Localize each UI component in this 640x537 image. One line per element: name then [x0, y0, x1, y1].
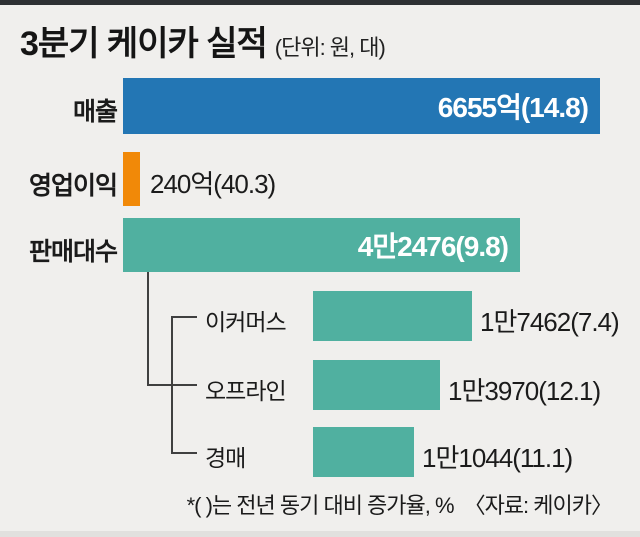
footnote-text: *( )는 전년 동기 대비 증가율, %	[186, 493, 455, 518]
bar-ecommerce	[313, 291, 472, 341]
connector-stub-auction	[171, 452, 197, 454]
bottom-border-strip	[0, 531, 640, 537]
chart-title: 3분기 케이카 실적	[20, 25, 268, 63]
chart-footnote: *( )는 전년 동기 대비 증가율, % 〈자료: 케이카〉	[186, 488, 613, 520]
bar-revenue: 6655억(14.8)	[123, 78, 600, 134]
chart-header: 3분기 케이카 실적 (단위: 원, 대)	[20, 16, 386, 65]
connector-vertical-from-parent	[147, 272, 149, 386]
bar-auction-value: 1만1044(11.1)	[422, 443, 573, 473]
bar-offline	[313, 360, 440, 410]
category-label-auction: 경매	[205, 445, 246, 471]
bar-ecommerce-value: 1만7462(7.4)	[480, 307, 620, 337]
category-label-offline: 오프라인	[205, 378, 287, 404]
bar-operating-profit-value: 240억(40.3)	[150, 169, 276, 199]
bar-auction	[313, 427, 414, 477]
bar-units-sold: 4만2476(9.8)	[123, 218, 520, 272]
bar-offline-value: 1만3970(12.1)	[448, 376, 601, 406]
connector-stub-offline	[147, 384, 197, 386]
connector-stub-ecommerce	[171, 316, 197, 318]
category-label-revenue: 매출	[72, 98, 118, 126]
source-text: 〈자료: 케이카〉	[463, 493, 613, 518]
bar-units-sold-value: 4만2476(9.8)	[357, 231, 509, 262]
category-label-units-sold: 판매대수	[28, 238, 118, 266]
top-border-strip	[0, 0, 640, 5]
category-label-ecommerce: 이커머스	[205, 309, 287, 335]
bar-operating-profit	[123, 152, 140, 206]
category-label-operating-profit: 영업이익	[28, 172, 118, 200]
chart-unit-label: (단위: 원, 대)	[274, 35, 386, 60]
bar-revenue-value: 6655억(14.8)	[437, 92, 589, 123]
